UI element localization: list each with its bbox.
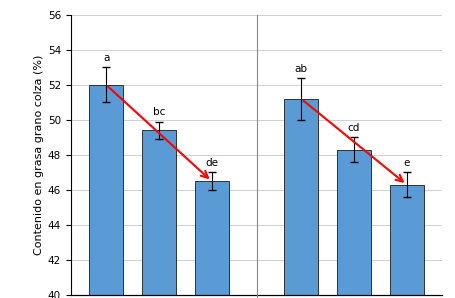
Y-axis label: Contenido en grasa grano colza (%): Contenido en grasa grano colza (%) — [34, 55, 43, 255]
Bar — [142, 131, 176, 295]
Text: de: de — [205, 158, 217, 168]
Text: e: e — [403, 158, 409, 168]
Bar — [283, 99, 318, 295]
Text: cd: cd — [347, 123, 359, 133]
Bar — [336, 150, 370, 295]
Text: ab: ab — [294, 63, 307, 74]
Bar — [389, 185, 423, 295]
Bar — [89, 85, 123, 295]
Text: bc: bc — [152, 107, 165, 117]
Bar — [194, 181, 228, 295]
Text: a: a — [103, 53, 109, 63]
